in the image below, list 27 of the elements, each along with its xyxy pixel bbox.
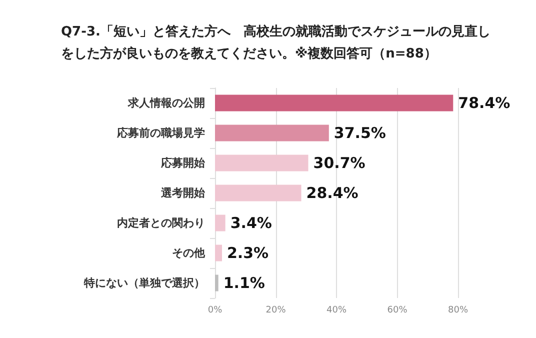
data-label: 28.4% <box>306 184 358 202</box>
data-label: 2.3% <box>226 244 269 262</box>
bar <box>215 274 218 292</box>
data-label: 30.7% <box>313 154 366 172</box>
bar <box>215 124 329 142</box>
y-tick-label: 選考開始 <box>160 186 206 200</box>
chart-title: Q7-3.「短い」と答えた方へ 高校生の就職活動でスケジュールの見直しをした方が良いものを教えてください。※複数回答可（n=88） <box>61 24 490 62</box>
bar <box>215 94 454 112</box>
bar <box>215 214 226 232</box>
data-label: 37.5% <box>334 124 386 142</box>
y-tick-label: 内定者との関わり <box>117 216 205 230</box>
y-tick-label: 特にない（単独で選択） <box>83 276 205 290</box>
x-tick-label: 60% <box>387 306 408 316</box>
bar <box>215 184 302 202</box>
y-tick-label: 求人情報の公開 <box>127 96 205 110</box>
x-tick-label: 0% <box>208 306 223 316</box>
x-tick-label: 40% <box>326 306 347 316</box>
data-label: 3.4% <box>230 214 272 232</box>
x-tick-label: 20% <box>266 306 286 316</box>
y-tick-label: その他 <box>172 246 206 260</box>
bar <box>215 244 222 262</box>
y-tick-label: 応募開始 <box>160 156 206 170</box>
bar <box>215 154 308 172</box>
data-label: 78.4% <box>458 94 510 112</box>
data-label: 1.1% <box>223 274 265 292</box>
x-tick-label: 80% <box>448 306 468 316</box>
y-tick-label: 応募前の職場見学 <box>116 126 205 140</box>
